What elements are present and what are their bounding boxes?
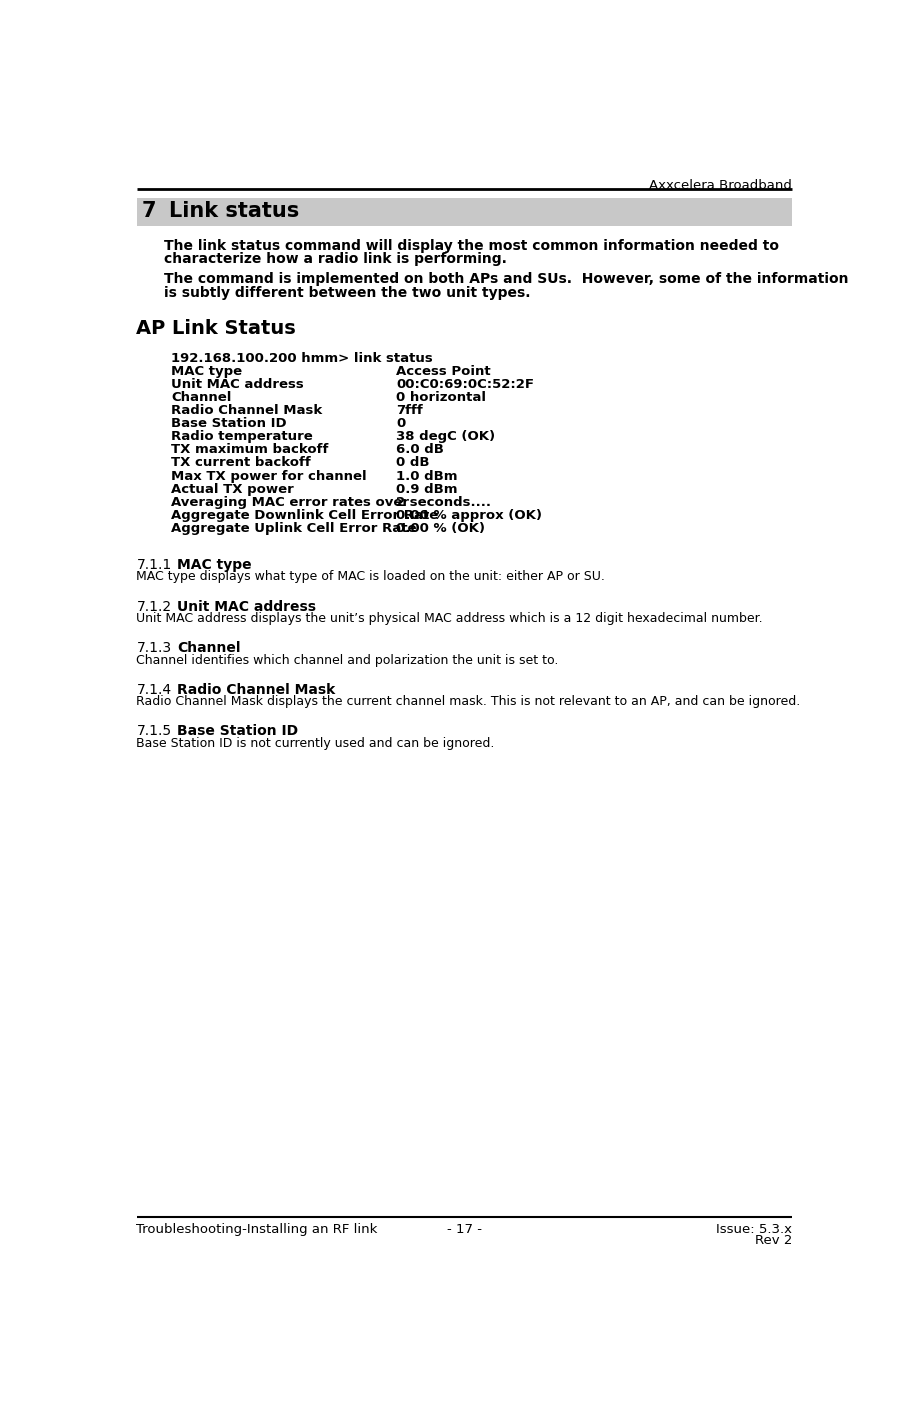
Text: 0.00 % approx (OK): 0.00 % approx (OK) [396,508,542,522]
Text: Radio Channel Mask: Radio Channel Mask [177,682,335,696]
Text: 7fff: 7fff [396,404,423,417]
Text: 0 dB: 0 dB [396,456,429,469]
Text: MAC type: MAC type [177,559,252,571]
Text: The link status command will display the most common information needed to: The link status command will display the… [164,239,778,253]
Text: TX current backoff: TX current backoff [171,456,311,469]
Text: 6.0 dB: 6.0 dB [396,444,444,456]
Text: Radio Channel Mask: Radio Channel Mask [171,404,323,417]
Text: 7.1.3: 7.1.3 [137,642,171,656]
Text: TX maximum backoff: TX maximum backoff [171,444,329,456]
Text: is subtly different between the two unit types.: is subtly different between the two unit… [164,285,530,299]
Text: Base Station ID is not currently used and can be ignored.: Base Station ID is not currently used an… [137,737,495,750]
Text: 2 seconds....: 2 seconds.... [396,496,491,508]
Text: 0 horizontal: 0 horizontal [396,390,487,404]
Text: Max TX power for channel: Max TX power for channel [171,469,367,483]
Text: Troubleshooting-Installing an RF link: Troubleshooting-Installing an RF link [137,1223,378,1237]
Text: 0.9 dBm: 0.9 dBm [396,483,458,496]
Text: Radio temperature: Radio temperature [171,430,313,444]
Text: 0: 0 [396,417,405,430]
Text: 7: 7 [141,201,156,220]
Text: Unit MAC address displays the unit’s physical MAC address which is a 12 digit he: Unit MAC address displays the unit’s phy… [137,612,763,625]
Text: Base Station ID: Base Station ID [171,417,287,430]
Text: Channel: Channel [177,642,240,656]
Bar [137,198,792,226]
Text: 7.1.4: 7.1.4 [137,682,171,696]
Text: Aggregate Uplink Cell Error Rate: Aggregate Uplink Cell Error Rate [171,522,417,535]
Text: Base Station ID: Base Station ID [177,724,298,739]
Text: 7.1.2: 7.1.2 [137,600,171,614]
Text: 0.00 % (OK): 0.00 % (OK) [396,522,485,535]
Text: - 17 -: - 17 - [447,1223,482,1237]
Text: Averaging MAC error rates over: Averaging MAC error rates over [171,496,410,508]
Text: 7.1.1: 7.1.1 [137,559,172,571]
Text: AP Link Status: AP Link Status [137,319,296,338]
Text: MAC type displays what type of MAC is loaded on the unit: either AP or SU.: MAC type displays what type of MAC is lo… [137,570,605,584]
Text: characterize how a radio link is performing.: characterize how a radio link is perform… [164,253,506,267]
Text: 7.1.5: 7.1.5 [137,724,171,739]
Text: Issue: 5.3.x: Issue: 5.3.x [716,1223,792,1237]
Text: Channel: Channel [171,390,232,404]
Text: 192.168.100.200 hmm> link status: 192.168.100.200 hmm> link status [171,352,433,365]
Text: Actual TX power: Actual TX power [171,483,294,496]
Text: 00:C0:69:0C:52:2F: 00:C0:69:0C:52:2F [396,378,535,390]
Text: Rev 2: Rev 2 [755,1234,792,1247]
Text: Radio Channel Mask displays the current channel mask. This is not relevant to an: Radio Channel Mask displays the current … [137,695,801,708]
Text: 38 degC (OK): 38 degC (OK) [396,430,496,444]
Text: The command is implemented on both APs and SUs.  However, some of the informatio: The command is implemented on both APs a… [164,272,848,286]
Text: Access Point: Access Point [396,365,491,378]
Text: 1.0 dBm: 1.0 dBm [396,469,458,483]
Text: MAC type: MAC type [171,365,243,378]
Text: Unit MAC address: Unit MAC address [171,378,304,390]
Text: Channel identifies which channel and polarization the unit is set to.: Channel identifies which channel and pol… [137,654,559,667]
Text: Axxcelera Broadband: Axxcelera Broadband [650,180,792,192]
Text: Aggregate Downlink Cell Error Rate: Aggregate Downlink Cell Error Rate [171,508,439,522]
Text: Link status: Link status [169,201,299,220]
Text: Unit MAC address: Unit MAC address [177,600,316,614]
